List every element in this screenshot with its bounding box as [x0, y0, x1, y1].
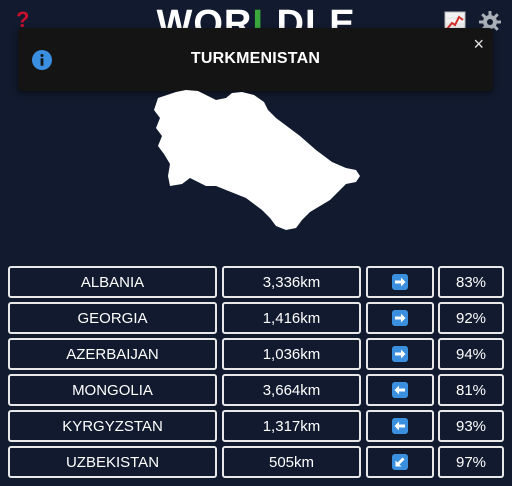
guess-country: MONGOLIA: [8, 374, 217, 406]
west-arrow-icon: [392, 382, 408, 398]
guess-distance: 1,317km: [222, 410, 361, 442]
guess-country: KYRGYZSTAN: [8, 410, 217, 442]
guess-distance: 3,336km: [222, 266, 361, 298]
guess-proximity: 81%: [438, 374, 504, 406]
guess-direction: [366, 302, 434, 334]
guess-row: MONGOLIA 3,664km 81%: [8, 374, 504, 406]
close-icon[interactable]: ×: [473, 34, 484, 54]
guess-country: AZERBAIJAN: [8, 338, 217, 370]
guess-row: AZERBAIJAN 1,036km 94%: [8, 338, 504, 370]
info-icon: [32, 50, 52, 70]
guess-distance: 1,036km: [222, 338, 361, 370]
guess-row: GEORGIA 1,416km 92%: [8, 302, 504, 334]
answer-toast: TURKMENISTAN ×: [18, 28, 493, 91]
east-arrow-icon: [392, 274, 408, 290]
guess-proximity: 92%: [438, 302, 504, 334]
guess-row: ALBANIA 3,336km 83%: [8, 266, 504, 298]
southwest-arrow-icon: [392, 454, 408, 470]
country-silhouette: [154, 90, 360, 230]
question-mark-icon[interactable]: ?: [16, 7, 30, 32]
guess-distance: 505km: [222, 446, 361, 478]
guess-country: ALBANIA: [8, 266, 217, 298]
west-arrow-icon: [392, 418, 408, 434]
guess-direction: [366, 410, 434, 442]
guess-proximity: 93%: [438, 410, 504, 442]
guess-country: GEORGIA: [8, 302, 217, 334]
guess-row: KYRGYZSTAN 1,317km 93%: [8, 410, 504, 442]
guess-proximity: 97%: [438, 446, 504, 478]
east-arrow-icon: [392, 310, 408, 326]
chart-icon[interactable]: [444, 11, 466, 33]
gear-icon[interactable]: [478, 10, 502, 34]
toast-message: TURKMENISTAN: [190, 50, 321, 67]
guess-country: UZBEKISTAN: [8, 446, 217, 478]
guess-distance: 3,664km: [222, 374, 361, 406]
guess-list: ALBANIA 3,336km 83% GEORGIA 1,416km 92% AZERBA…: [8, 266, 504, 482]
guess-row: UZBEKISTAN 505km 97%: [8, 446, 504, 478]
guess-direction: [366, 374, 434, 406]
guess-proximity: 83%: [438, 266, 504, 298]
guess-proximity: 94%: [438, 338, 504, 370]
guess-direction: [366, 266, 434, 298]
guess-direction: [366, 338, 434, 370]
guess-direction: [366, 446, 434, 478]
guess-distance: 1,416km: [222, 302, 361, 334]
east-arrow-icon: [392, 346, 408, 362]
